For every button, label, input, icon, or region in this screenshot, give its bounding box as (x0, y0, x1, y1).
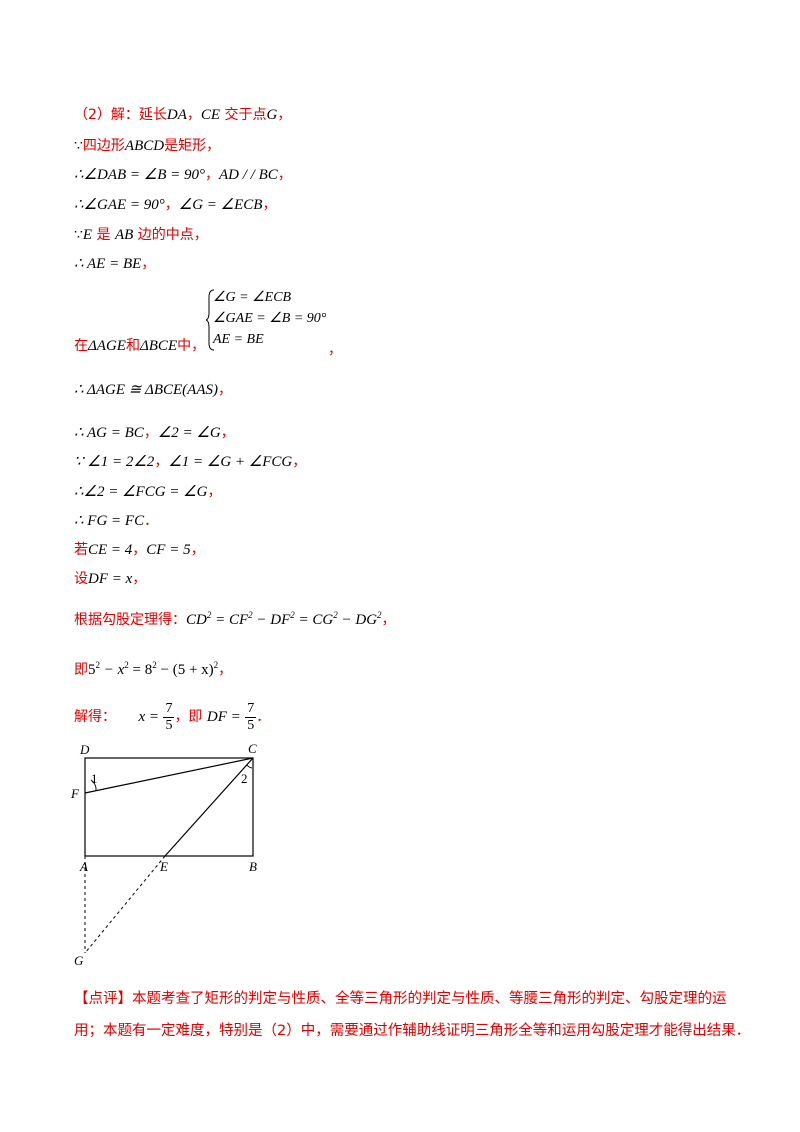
label-angle-1: 1 (91, 771, 98, 786)
solution-line-13: 若CE = 4，CF = 5， (74, 542, 205, 558)
solution-line-8: ∴ ΔAGE ≅ ΔBCE(AAS)， (74, 382, 233, 398)
solution-line-4: ∴∠GAE = 90°，∠G = ∠ECB， (74, 197, 277, 213)
solution-line-9: ∴ AG = BC，∠2 = ∠G， (74, 425, 235, 441)
review-comment: 【点评】本题考查了矩形的判定与性质、全等三角形的判定与性质、等腰三角形的判定、勾… (74, 991, 751, 1039)
solution-line-10: ∵ ∠1 = 2∠2，∠1 = ∠G + ∠FCG， (74, 454, 307, 470)
solution-line-1: （2）解：延长DA，CE 交于点G， (74, 107, 292, 123)
label-g: G (74, 953, 84, 968)
solution-line-7-comma: ， (328, 342, 342, 358)
geometry-figure: D C F 1 2 A E B G (70, 741, 257, 968)
equation-system: ∠G = ∠ECB ∠GAE = ∠B = 90° AE = BE (213, 287, 326, 350)
system-eq-2: ∠GAE = ∠B = 90° (213, 311, 327, 326)
solution-line-6: ∴ AE = BE， (74, 256, 156, 272)
label-a: A (79, 859, 88, 874)
segment-ec (164, 757, 254, 857)
solution-line-2: ∵四边形ABCD是矩形， (74, 138, 221, 154)
system-eq-3: AE = BE (213, 332, 264, 347)
label-e: E (159, 859, 168, 874)
solution-line-14: 设DF = x， (74, 571, 147, 587)
left-brace (206, 289, 215, 351)
solution-line-17: 解得： x = 7 5 ，即 DF = 7 5 ． (74, 700, 271, 733)
angle-1-arc (90, 779, 97, 792)
solution-line-3: ∴∠DAB = ∠B = 90°，AD / / BC， (74, 167, 292, 183)
solution-line-15: 根据勾股定理得：CD2 = CF2 − DF2 = CG2 − DG2， (74, 610, 396, 629)
solution-line-5: ∵E 是 AB 边的中点， (74, 227, 208, 243)
solution-line-12: ∴ FG = FC． (74, 513, 159, 529)
system-eq-1: ∠G = ∠ECB (213, 290, 292, 305)
solution-line-16: 即52 − x2 = 82 − (5 + x)2， (74, 660, 233, 679)
solution-line-7: 在ΔAGE和ΔBCE中， (74, 338, 206, 354)
segment-eg-dashed (84, 855, 166, 954)
solution-line-11: ∴∠2 = ∠FCG = ∠G， (74, 484, 222, 500)
label-f: F (70, 786, 80, 801)
rectangle-abcd (84, 757, 254, 857)
label-angle-2: 2 (241, 771, 248, 786)
label-d: D (79, 742, 90, 757)
angle-2-arc (246, 764, 253, 769)
segment-fc (84, 757, 254, 794)
label-c: C (248, 741, 257, 756)
label-b: B (249, 859, 257, 874)
